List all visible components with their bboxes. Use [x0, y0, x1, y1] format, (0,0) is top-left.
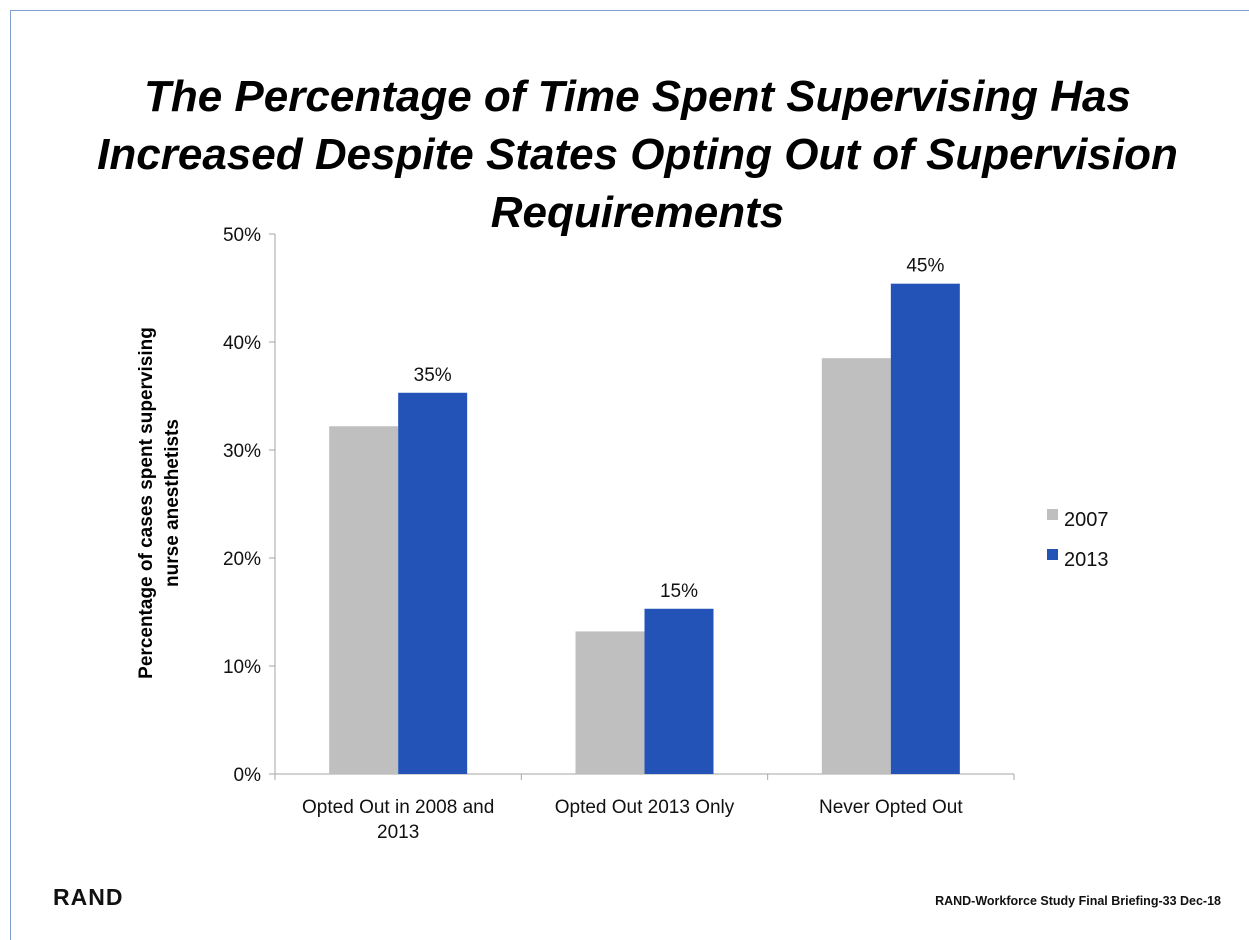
y-axis-title: Percentage of cases spent supervising	[136, 327, 157, 679]
y-tick-label: 20%	[223, 549, 261, 570]
x-category-label: 2013	[377, 822, 419, 843]
bar-2007	[329, 426, 399, 774]
data-label: 35%	[414, 365, 452, 386]
x-category-label: Never Opted Out	[819, 797, 963, 818]
data-label: 45%	[906, 256, 944, 277]
bar-2013	[644, 608, 714, 774]
rand-logo: RAND	[53, 884, 124, 910]
bar-2013	[398, 392, 468, 774]
legend-label: 2013	[1064, 549, 1109, 571]
y-tick-label: 40%	[223, 333, 261, 354]
y-tick-label: 0%	[234, 765, 262, 786]
legend-label: 2007	[1064, 509, 1109, 531]
slide-frame	[10, 10, 1249, 940]
slide-title: The Percentage of Time Spent Supervising…	[97, 72, 1178, 237]
legend-swatch-2007	[1047, 509, 1058, 520]
bar-2007	[575, 631, 645, 774]
bar-2007	[821, 358, 891, 774]
x-category-label: Opted Out 2013 Only	[555, 797, 735, 818]
y-tick-label: 50%	[223, 225, 261, 246]
y-tick-label: 10%	[223, 657, 261, 678]
x-category-label: Opted Out in 2008 and	[302, 797, 494, 818]
y-tick-label: 30%	[223, 441, 261, 462]
bar-2013	[890, 283, 960, 774]
data-label: 15%	[660, 581, 698, 602]
legend-swatch-2013	[1047, 549, 1058, 560]
y-axis-title: nurse anesthetists	[162, 419, 183, 587]
footer-text: RAND-Workforce Study Final Briefing-33 D…	[935, 894, 1221, 908]
